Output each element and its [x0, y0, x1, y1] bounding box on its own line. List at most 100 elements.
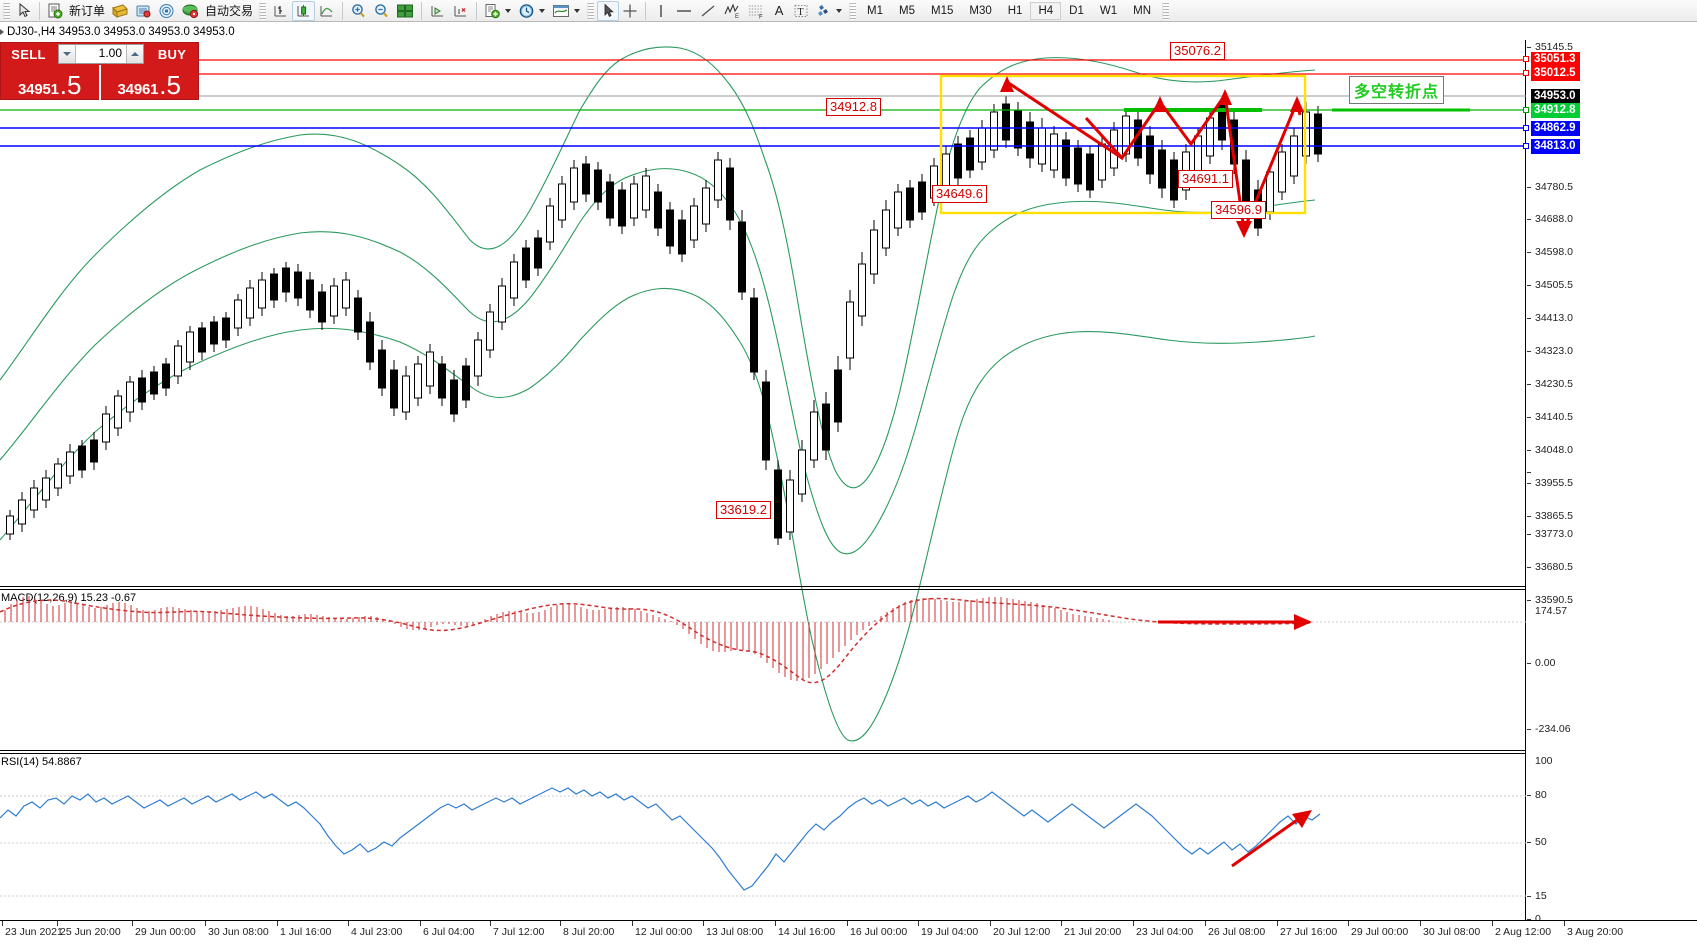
bar-chart-icon[interactable] [269, 1, 292, 21]
callout-34596[interactable]: 34596.9 [1211, 201, 1266, 219]
buy-price[interactable]: 34961.5 [98, 65, 199, 101]
autotrading-icon[interactable] [178, 1, 202, 21]
level-handle-34862[interactable] [1523, 125, 1529, 131]
toolbar-separator-5 [645, 1, 647, 20]
time-label-3: 30 Jun 08:00 [208, 926, 269, 938]
elliott-wave-icon[interactable]: E [720, 1, 744, 21]
text-object-icon[interactable]: T [790, 1, 812, 21]
toolbar-separator-4 [476, 1, 478, 20]
candlestick-chart-icon[interactable] [292, 0, 316, 21]
sell-button[interactable]: SELL [11, 46, 46, 62]
callout-34649[interactable]: 34649.6 [932, 185, 987, 203]
rsi-indicator-label: RSI(14) 54.8867 [1, 756, 82, 768]
zoom-in-icon[interactable] [347, 1, 370, 21]
timeframe-mn[interactable]: MN [1133, 4, 1151, 17]
timeframe-m1[interactable]: M1 [867, 4, 884, 17]
cursor-icon[interactable] [13, 1, 35, 21]
rsi-chart-area[interactable] [0, 758, 1526, 918]
period-icon[interactable] [515, 1, 538, 21]
timeframe-h4[interactable]: H4 [1030, 1, 1062, 20]
trade-panel-prices: 34951.5 34961.5 [1, 65, 198, 100]
volume-increase-button[interactable] [126, 45, 143, 63]
time-tick [1061, 921, 1062, 926]
level-handle-34813[interactable] [1523, 143, 1529, 149]
zoom-out-icon[interactable] [370, 1, 393, 21]
macd-chart-area[interactable] [0, 594, 1526, 701]
auto-scroll-icon[interactable] [449, 1, 472, 21]
time-tick [1133, 921, 1134, 926]
wallet-icon[interactable] [108, 1, 132, 21]
shapes-icon[interactable] [812, 1, 835, 21]
volume-decrease-button[interactable] [59, 45, 76, 63]
time-label-5: 4 Jul 23:00 [351, 926, 403, 938]
callout-34912[interactable]: 34912.8 [826, 98, 881, 116]
callout-34691[interactable]: 34691.1 [1178, 170, 1233, 188]
fibonacci-icon[interactable]: F [744, 1, 768, 21]
templates-chevron-down-icon[interactable] [574, 8, 581, 13]
price-label-34862[interactable]: 34862.9 [1531, 121, 1580, 136]
level-handle-34912[interactable] [1523, 107, 1529, 113]
time-tick [918, 921, 919, 926]
toolbar-grip-2[interactable] [259, 1, 267, 20]
time-label-13: 19 Jul 04:00 [921, 926, 979, 938]
trendline-icon[interactable] [696, 1, 720, 21]
period-chevron-down-icon[interactable] [539, 8, 546, 13]
level-handle-35012[interactable] [1523, 70, 1529, 76]
add-indicator-icon[interactable] [481, 1, 504, 21]
volume-stepper[interactable]: 1.00 [58, 44, 144, 64]
timeframe-m5[interactable]: M5 [899, 4, 915, 17]
timeframe-m15[interactable]: M15 [931, 4, 954, 17]
level-handle-35051[interactable] [1523, 56, 1529, 62]
cursor-select-icon[interactable] [597, 0, 620, 21]
price-axis[interactable]: 35145.5 34780.5 34688.0 34598.0 34505.5 … [1523, 40, 1697, 925]
time-label-10: 13 Jul 08:00 [706, 926, 764, 938]
buy-button[interactable]: BUY [157, 46, 187, 62]
price-label-34813[interactable]: 34813.0 [1531, 139, 1580, 154]
shapes-chevron-down-icon[interactable] [836, 8, 843, 13]
timeframe-h1[interactable]: H1 [1007, 4, 1023, 17]
line-chart-icon[interactable] [315, 1, 338, 21]
horizontal-line-icon[interactable] [672, 1, 696, 21]
tile-windows-icon[interactable] [393, 1, 417, 21]
buy-price-fraction: .5 [159, 70, 181, 101]
callout-33619[interactable]: 33619.2 [716, 501, 771, 519]
one-click-trading-panel[interactable]: SELL 1.00 BUY 34951.5 34961.5 [0, 42, 199, 100]
sell-price[interactable]: 34951.5 [1, 65, 99, 100]
price-label-35012[interactable]: 35012.5 [1531, 66, 1580, 81]
new-order-icon[interactable] [44, 1, 66, 21]
chevron-up-icon [131, 52, 139, 56]
volume-input[interactable]: 1.00 [98, 46, 122, 60]
symbol-ohlc-text: DJ30-,H4 34953.0 34953.0 34953.0 34953.0 [7, 26, 235, 38]
price-label-34912[interactable]: 34912.8 [1531, 103, 1580, 118]
macd-histogram [4, 596, 1110, 681]
text-label-icon[interactable]: A [774, 3, 784, 18]
price-label-current-34953[interactable]: 34953.0 [1531, 89, 1580, 104]
signals-icon[interactable] [155, 1, 178, 21]
timeframe-d1[interactable]: D1 [1069, 4, 1084, 17]
auto-trading-label[interactable]: 自动交易 [205, 4, 254, 18]
add-indicator-chevron-down-icon[interactable] [505, 8, 512, 13]
timeframe-m30[interactable]: M30 [969, 4, 992, 17]
time-tick [847, 921, 848, 926]
price-chart-area[interactable]: 34912.8 33619.2 34649.6 35076.2 34691.1 … [0, 40, 1526, 920]
time-label-12: 16 Jul 00:00 [850, 926, 908, 938]
toolbar-grip[interactable] [3, 1, 10, 20]
news-icon[interactable] [132, 1, 155, 21]
toolbar-grip-5[interactable] [1162, 1, 1169, 20]
toolbar-grip-4[interactable] [849, 1, 857, 20]
callout-35076[interactable]: 35076.2 [1170, 42, 1225, 60]
timeframe-w1[interactable]: W1 [1099, 4, 1118, 17]
templates-icon[interactable] [549, 1, 573, 21]
new-order-label[interactable]: 新订单 [69, 4, 106, 18]
toolbar-grip-3[interactable] [587, 1, 595, 20]
chinese-turning-point-note[interactable]: 多空转折点 [1349, 76, 1445, 104]
price-label-35051[interactable]: 35051.3 [1531, 52, 1580, 67]
chart-shift-icon[interactable] [426, 1, 449, 21]
chevron-down-icon [63, 52, 71, 56]
crosshair-icon[interactable] [619, 1, 641, 21]
vertical-line-icon[interactable] [650, 1, 672, 21]
time-axis[interactable]: 23 Jun 2021 25 Jun 20:00 29 Jun 00:00 30… [0, 920, 1697, 947]
time-tick [277, 921, 278, 926]
time-label-14: 20 Jul 12:00 [993, 926, 1051, 938]
